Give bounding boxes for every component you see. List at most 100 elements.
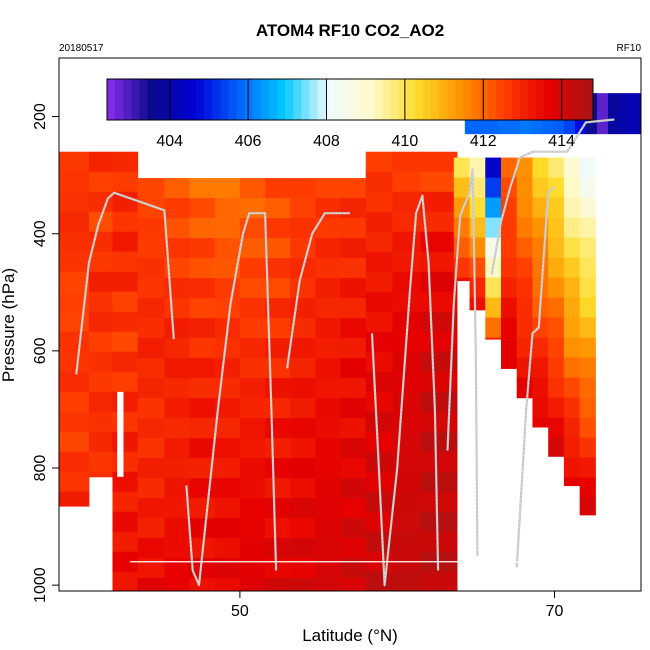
heatmap-cell [315,558,342,579]
heatmap-cell [164,258,191,279]
heatmap-cell [164,318,191,339]
colorbar-swatch [471,79,480,120]
colorbar-swatch [358,79,367,120]
heatmap-cell [189,358,216,379]
boundary-cell [485,277,502,299]
flight-label: RF10 [617,43,642,54]
heatmap-cell [365,411,393,433]
colorbar-swatch [398,79,408,120]
heatmap-cell [88,291,113,313]
colorbar-tick-label: 412 [470,133,497,150]
colorbar-tick-label: 414 [548,133,575,150]
boundary-cell [563,377,581,399]
boundary-cell [501,317,518,339]
boundary-cell [548,377,565,399]
boundary-cell [516,337,533,359]
heatmap-cell [164,538,191,559]
colorbar-swatch [220,79,229,120]
heatmap-cell [290,498,316,519]
boundary-cell [548,217,565,239]
heatmap-cell [340,358,367,379]
chart-title: ATOM4 RF10 CO2_AO2 [256,21,444,40]
heatmap-cell [214,358,241,379]
heatmap-cell [214,498,241,519]
colorbar-swatch [139,79,148,120]
heatmap-cell [88,191,113,213]
heatmap-cell [265,178,291,199]
heatmap-cell [420,511,458,533]
heatmap-cell [189,298,216,319]
heatmap-cell [189,438,216,459]
heatmap-cell [420,351,458,373]
heatmap-cell [392,271,422,293]
heatmap-cell [88,211,113,233]
heatmap-cell [239,198,266,219]
heatmap-cell [290,318,316,339]
date-label: 20180517 [59,43,104,54]
heatmap-cell [315,198,342,219]
boundary-cell [579,397,596,419]
colorbar-swatch [390,79,399,120]
boundary-cell [563,157,581,179]
heatmap-cell [189,198,216,219]
boundary-cell [516,277,533,299]
heatmap-cell [137,558,165,579]
heatmap-cell [392,291,422,313]
heatmap-cell [189,558,216,579]
flight-track-segment [370,194,440,587]
heatmap-cell [137,498,165,519]
heatmap-cell [137,238,165,259]
heatmap-cell [239,338,266,359]
colorbar-swatch [341,79,351,120]
flight-track-samples [516,186,555,568]
heatmap-cell [365,211,393,233]
heatmap-cell [239,458,266,479]
boundary-cell [501,357,518,369]
heatmap-cell [137,378,165,399]
heatmap-cell [239,418,266,439]
colorbar-swatch [317,79,327,120]
boundary-cell [548,337,565,359]
heatmap-cell [137,398,165,419]
heatmap-cell [315,438,342,459]
heatmap-cell [189,258,216,279]
colorbar-swatch [414,79,424,120]
colorbar-swatch [536,79,545,120]
boundary-cell [563,197,581,219]
colorbar-swatch [576,79,586,120]
boundary-cell [548,397,565,419]
colorbar-swatch [487,79,497,120]
heatmap-cell [420,411,458,433]
heatmap-cell [340,538,367,559]
heatmap-cell [340,338,367,359]
colorbar-tick-label: 404 [156,133,183,150]
boundary-cell [579,277,596,299]
colorbar-swatch [163,79,173,120]
colorbar-swatch [366,79,375,120]
heatmap-cell [340,258,367,279]
heatmap-cell [137,178,165,199]
colorbar-swatch [147,79,156,120]
heatmap-cell [189,378,216,399]
heatmap-cell [112,471,139,493]
boundary-cell [548,257,565,279]
boundary-cell [563,337,581,359]
colorbar-swatch [382,79,391,120]
boundary-cell [485,157,502,179]
heatmap-cell [88,471,113,478]
heatmap-cell [112,571,139,592]
heatmap-cell [265,438,291,459]
heatmap-cell [315,458,342,479]
heatmap-cell [290,418,316,439]
heatmap-cell [340,578,367,592]
heatmap-cell [265,218,291,239]
heatmap-cell [265,398,291,419]
colorbar-swatch [244,79,254,120]
upper-layer-cell [596,93,609,135]
heatmap-cell [112,351,139,373]
boundary-cell [548,297,565,319]
heatmap-cell [137,338,165,359]
boundary-cell [485,317,502,339]
heatmap-cell [340,318,367,339]
heatmap-cell [265,478,291,499]
